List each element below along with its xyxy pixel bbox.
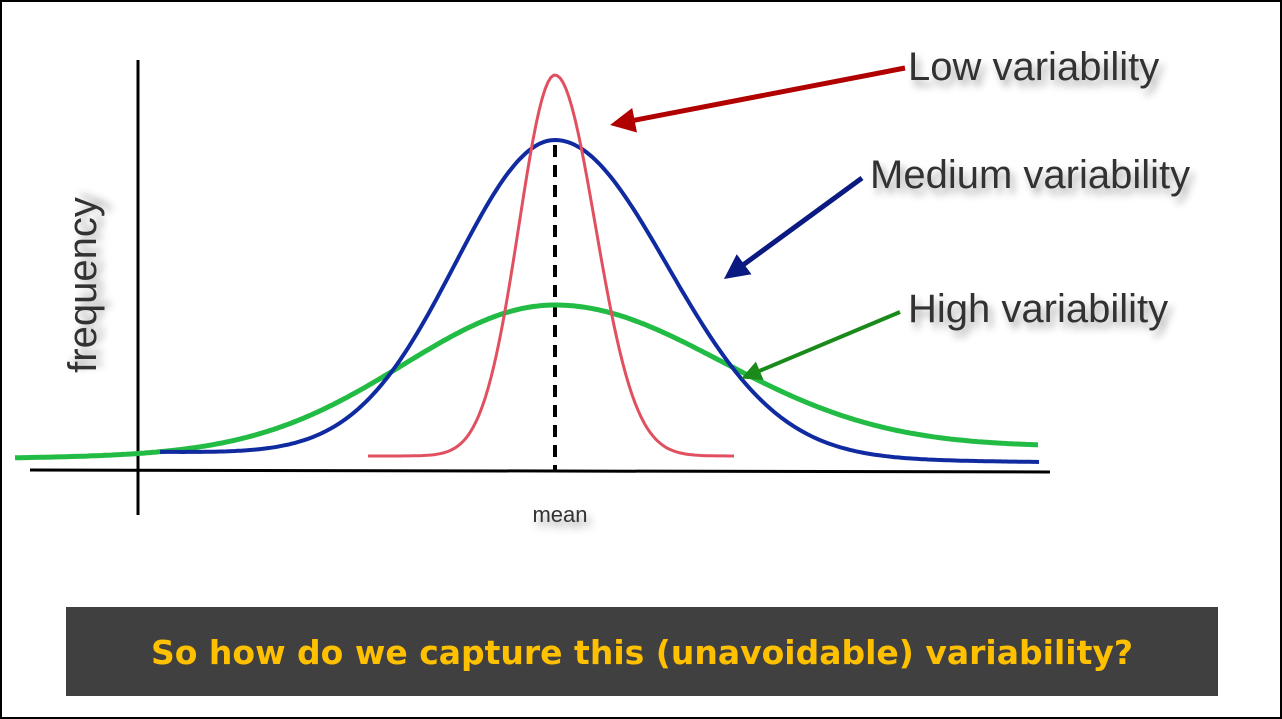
y-axis-label: frequency [61,197,105,373]
x-axis [29,468,1051,474]
caption: So how do we capture this (unavoidable) … [151,633,1133,672]
medium-label: Medium variability [870,153,1190,197]
high-label: High variability [908,287,1168,331]
low-arrow [610,65,906,133]
caption-box [66,607,1218,696]
high-arrow [741,310,901,381]
x-axis-label: mean [532,502,587,527]
low-curve [368,73,734,458]
medium-curve [160,137,1040,464]
high-curve [14,302,1038,461]
low-label: Low variability [908,45,1159,89]
medium-arrow [723,175,864,279]
